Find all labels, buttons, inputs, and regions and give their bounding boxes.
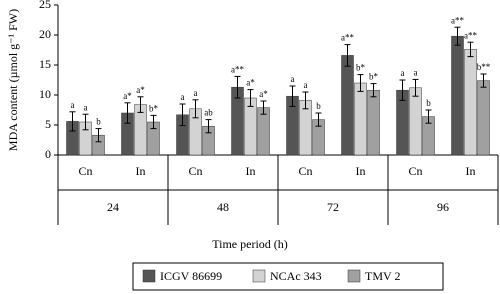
- x-tick-label: Cn: [78, 164, 92, 178]
- legend-swatch: [142, 269, 156, 283]
- significance-letter: a**: [451, 15, 464, 25]
- legend-label: NCAc 343: [270, 269, 322, 283]
- y-tick-label: 20: [39, 27, 51, 41]
- significance-letter: a*: [246, 78, 255, 88]
- bar: [464, 49, 477, 156]
- significance-letter: a: [84, 102, 88, 112]
- y-axis-title: MDA content (µmol g⁻¹ FW): [6, 9, 20, 151]
- y-tick-label: 0: [45, 147, 51, 161]
- significance-letter: a*: [136, 85, 145, 95]
- bar: [477, 80, 490, 156]
- group-label: 72: [327, 200, 339, 214]
- significance-letter: b*: [369, 72, 379, 82]
- significance-letter: a**: [341, 33, 354, 43]
- significance-letter: a**: [464, 30, 477, 40]
- x-axis-title: Time period (h): [212, 237, 288, 251]
- x-tick-label: In: [466, 164, 476, 178]
- bar: [257, 107, 270, 156]
- legend-label: TMV 2: [365, 269, 400, 283]
- bar: [341, 55, 354, 156]
- significance-letter: a: [304, 80, 308, 90]
- significance-letter: a: [194, 88, 198, 98]
- bar: [367, 89, 380, 156]
- x-tick-label: Cn: [408, 164, 422, 178]
- bar: [409, 87, 422, 156]
- y-tick-label: 10: [39, 87, 51, 101]
- legend-box: [132, 262, 444, 291]
- group-label: 48: [217, 200, 229, 214]
- significance-letter: b: [96, 117, 101, 127]
- bar: [451, 35, 464, 156]
- significance-letter: b*: [356, 63, 366, 73]
- y-tick-label: 15: [39, 57, 51, 71]
- significance-letter: b*: [149, 103, 159, 113]
- significance-letter: a*: [123, 91, 132, 101]
- significance-letter: a: [401, 68, 405, 78]
- significance-letter: ab: [204, 108, 213, 118]
- bar: [354, 82, 367, 156]
- significance-letter: a**: [231, 64, 244, 74]
- significance-letter: a: [291, 74, 295, 84]
- x-tick-label: In: [136, 164, 146, 178]
- legend-label: ICGV 86699: [160, 269, 222, 283]
- x-tick-label: In: [356, 164, 366, 178]
- significance-letter: a*: [259, 89, 268, 99]
- significance-letter: b: [426, 98, 431, 108]
- significance-letter: a: [414, 67, 418, 77]
- significance-letter: b**: [477, 62, 491, 72]
- y-tick-label: 25: [39, 0, 51, 11]
- x-tick-label: In: [246, 164, 256, 178]
- significance-letter: a: [181, 92, 185, 102]
- y-tick-label: 5: [45, 117, 51, 131]
- legend-swatch: [347, 269, 361, 283]
- legend-swatch: [252, 269, 266, 283]
- group-label: 96: [437, 200, 449, 214]
- x-tick-label: Cn: [298, 164, 312, 178]
- significance-letter: a: [71, 100, 75, 110]
- significance-letter: b: [316, 101, 321, 111]
- x-tick-label: Cn: [188, 164, 202, 178]
- group-label: 24: [107, 200, 119, 214]
